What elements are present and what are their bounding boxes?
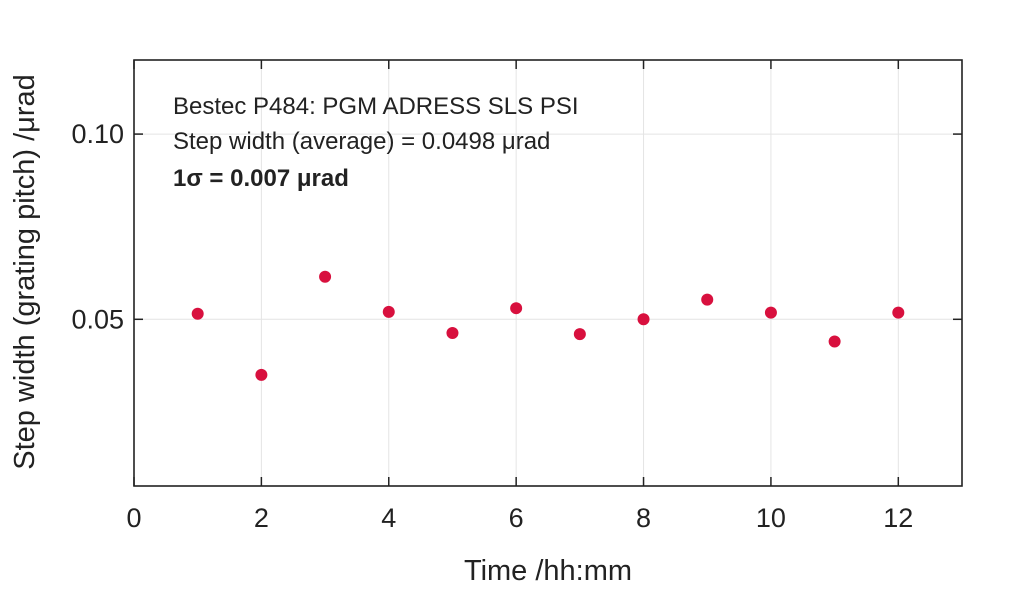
x-tick-label: 12 [883,503,913,533]
data-point [510,302,523,315]
annotation-average: Step width (average) = 0.0498 μrad [173,128,550,155]
annotation-title: Bestec P484: PGM ADRESS SLS PSI [173,93,579,120]
data-point [319,270,332,283]
plot-frame [133,59,963,487]
x-tick-labels: 0 2 4 6 8 10 12 [126,503,913,533]
y-tick-label: 0.05 [71,304,124,334]
data-point [892,306,905,319]
annotation-sigma: 1σ = 0.007 μrad [173,165,349,192]
y-tick-label: 0.10 [71,119,124,149]
y-axis-title: Step width (grating pitch) /μrad [9,74,41,470]
x-tick-label: 8 [636,503,651,533]
data-point [573,328,586,341]
data-point [828,335,841,348]
x-axis-title: Time /hh:mm [464,555,632,587]
data-point [255,368,268,381]
axis-ticks [133,60,962,486]
x-tick-label: 4 [381,503,396,533]
data-point [764,306,777,319]
y-tick-labels: 0.05 0.10 [71,119,124,334]
data-point [191,307,204,320]
data-point [637,313,650,326]
x-tick-label: 2 [254,503,269,533]
grid-lines [133,60,962,486]
x-tick-label: 6 [509,503,524,533]
data-point [382,305,395,318]
data-point [446,327,459,340]
data-points [191,270,905,381]
x-tick-label: 10 [756,503,786,533]
x-tick-label: 0 [126,503,141,533]
data-point [701,293,714,306]
